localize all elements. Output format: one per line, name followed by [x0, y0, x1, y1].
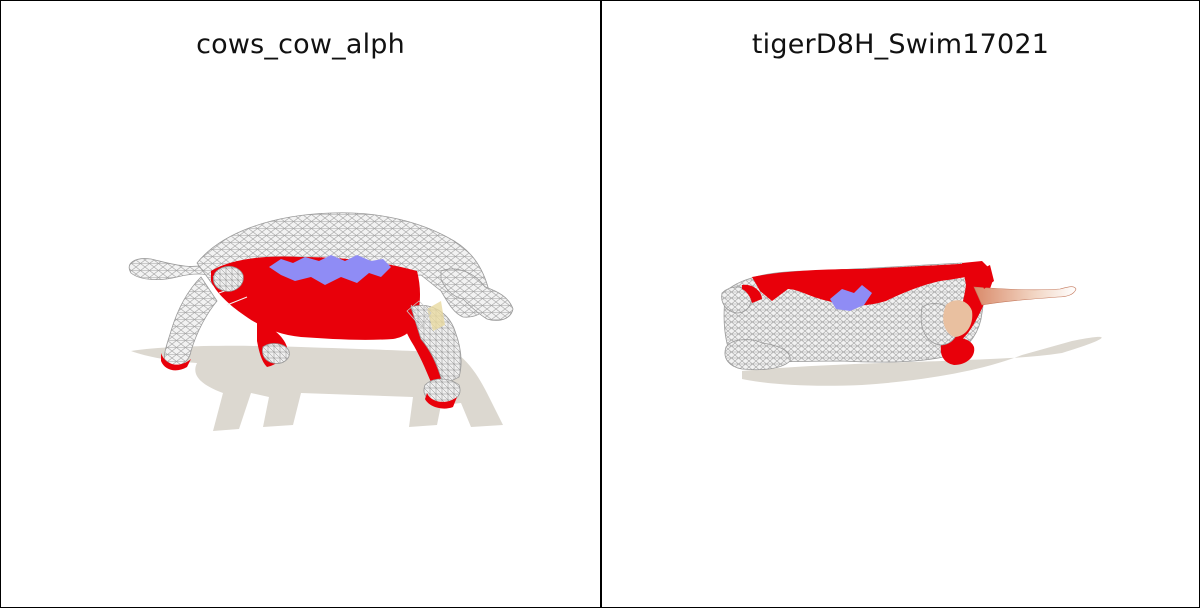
left-render-panel[interactable]: cows_cow_alph — [1, 1, 600, 607]
cow-tail — [128, 258, 214, 281]
panel-title-cow: cows_cow_alph — [196, 29, 405, 60]
cow-mesh-render[interactable] — [1, 1, 600, 607]
cow-body-blue — [269, 255, 391, 285]
tiger-tail — [973, 286, 1077, 306]
panel-title-tiger: tigerD8H_Swim17021 — [751, 29, 1050, 60]
cow-head — [440, 268, 514, 321]
tiger-shadow — [742, 336, 1102, 386]
tiger-body-red — [752, 263, 986, 306]
tiger-hind-legs — [721, 286, 752, 314]
tiger-body-blue — [830, 285, 872, 311]
cow-shadow — [131, 345, 503, 431]
tiger-mesh-render[interactable] — [602, 1, 1199, 607]
cow-body-red — [211, 256, 420, 340]
right-render-panel[interactable]: tigerD8H_Swim17021 — [600, 1, 1199, 607]
